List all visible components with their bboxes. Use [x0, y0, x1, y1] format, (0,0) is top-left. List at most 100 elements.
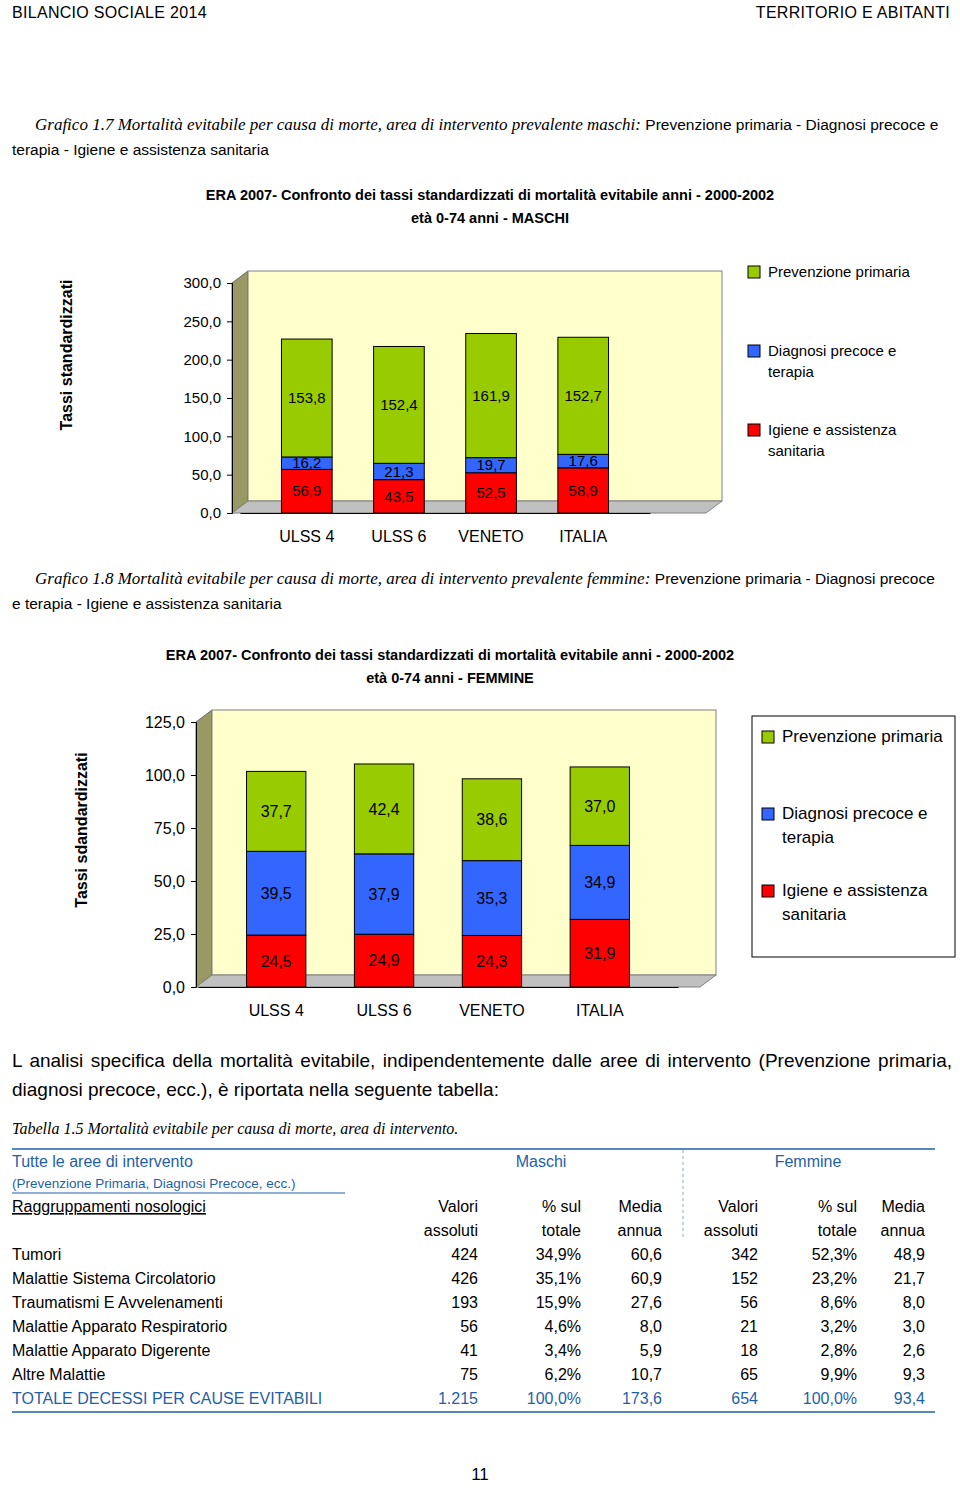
data-label: 39,5	[261, 885, 292, 902]
y-tick-mark	[191, 934, 196, 935]
x-axis: ULSS 4ULSS 6VENETOITALIA	[199, 987, 679, 1019]
y-tick-label: 50,0	[192, 466, 221, 483]
y-tick-mark	[191, 987, 196, 988]
table-total-cell: 93,4	[894, 1390, 925, 1407]
data-label: 37,9	[368, 886, 399, 903]
x-tick: ITALIA	[559, 513, 607, 545]
plot-wall	[232, 271, 248, 513]
table-cell: 60,9	[631, 1270, 662, 1287]
bar-segment	[570, 919, 629, 987]
chart-title: ERA 2007- Confronto dei tassi standardiz…	[166, 647, 734, 663]
bar-segment	[374, 346, 425, 463]
table-cell: Malattie Sistema Circolatorio	[12, 1270, 216, 1287]
table-cell: 23,2%	[812, 1270, 857, 1287]
data-label: 37,7	[261, 803, 292, 820]
y-tick: 50,0	[192, 466, 232, 483]
data-label: 152,4	[380, 396, 418, 413]
table-cell: Altre Malattie	[12, 1366, 105, 1383]
x-tick-label: ULSS 6	[371, 528, 426, 545]
y-axis-line	[191, 723, 197, 988]
table-cell: 3,0	[903, 1318, 925, 1335]
header-left: BILANCIO SOCIALE 2014	[12, 4, 207, 22]
data-label: 21,3	[384, 463, 413, 480]
table-cell: 9,3	[903, 1366, 925, 1383]
x-axis-line	[199, 987, 679, 988]
table-cell: 3,2%	[821, 1318, 857, 1335]
table-cell: 75	[460, 1366, 478, 1383]
header-right: TERRITORIO E ABITANTI	[756, 4, 950, 22]
y-tick-mark	[227, 475, 232, 476]
table-separator	[683, 1150, 684, 1240]
data-label: 16,2	[292, 454, 321, 471]
y-tick: 100,0	[145, 767, 196, 784]
group-header: Tutte le aree di intervento	[12, 1153, 193, 1170]
data-labels: 56,916,2153,843,521,3152,452,519,7161,95…	[288, 387, 602, 505]
caption-label: Grafico 1.7 Mortalità evitabile per caus…	[35, 115, 641, 134]
x-tick: VENETO	[458, 513, 523, 545]
table-total-cell: TOTALE DECESSI PER CAUSE EVITABILI	[12, 1390, 322, 1407]
table-cell: 15,9%	[536, 1294, 581, 1311]
page: ERA 2007- Confronto dei tassi standardiz…	[0, 0, 960, 1488]
bar-segment	[354, 854, 413, 934]
y-tick-mark	[227, 513, 232, 514]
y-tick-label: 200,0	[183, 351, 221, 368]
x-tick: ITALIA	[576, 987, 624, 1019]
x-tick-label: VENETO	[458, 528, 523, 545]
y-axis-title: Tassi sdandardizzati	[73, 752, 90, 907]
table-cell: Malattie Apparato Digerente	[12, 1342, 210, 1359]
bar-segment	[354, 934, 413, 987]
table-cell: 48,9	[894, 1246, 925, 1263]
data-label: 42,4	[368, 801, 399, 818]
bar-segment	[570, 845, 629, 919]
table-cell: 35,1%	[536, 1270, 581, 1287]
data-label: 58,9	[569, 482, 598, 499]
y-axis: 0,025,050,075,0100,0125,0	[145, 714, 197, 996]
column-header: Valoriassoluti	[704, 1198, 758, 1239]
data-label: 35,3	[476, 890, 507, 907]
table-cell: 21	[740, 1318, 758, 1335]
y-tick-mark	[227, 398, 232, 399]
y-tick: 125,0	[145, 714, 196, 731]
x-tick-label: ITALIA	[576, 1002, 624, 1019]
page-number: 11	[471, 1465, 489, 1484]
table-cell: 4,6%	[545, 1318, 581, 1335]
table-total-cell: 1.215	[438, 1390, 478, 1407]
bar-segment	[558, 468, 609, 513]
y-tick: 150,0	[183, 389, 232, 406]
table-cell: 3,4%	[545, 1342, 581, 1359]
data-label: 43,5	[384, 488, 413, 505]
data-label: 24,3	[476, 953, 507, 970]
plot-area	[212, 710, 716, 975]
bar-segment	[462, 779, 521, 861]
y-tick: 0,0	[200, 504, 232, 521]
x-tick: ULSS 6	[356, 987, 411, 1019]
table-caption: Tabella 1.5 Mortalità evitabile per caus…	[12, 1120, 458, 1138]
y-tick: 100,0	[183, 428, 232, 445]
group-note: (Prevenzione Primaria, Diagnosi Precoce,…	[12, 1176, 296, 1191]
data-label: 152,7	[564, 387, 602, 404]
plot-area	[248, 271, 722, 501]
table-rule	[12, 1411, 935, 1413]
data-label: 24,9	[368, 952, 399, 969]
table-cell: 342	[731, 1246, 758, 1263]
bar-segment	[462, 935, 521, 987]
data-label: 17,6	[569, 452, 598, 469]
table-total-cell: 100,0%	[527, 1390, 581, 1407]
y-tick: 200,0	[183, 351, 232, 368]
chart-title: ERA 2007- Confronto dei tassi standardiz…	[206, 187, 774, 203]
table-rule	[12, 1148, 935, 1150]
legend-swatch	[748, 424, 760, 436]
y-axis-line	[227, 284, 233, 514]
data-label: 52,5	[476, 484, 505, 501]
table-cell: 426	[451, 1270, 478, 1287]
legend: Prevenzione primariaDiagnosi precoce ete…	[748, 263, 910, 459]
table-cell: Malattie Apparato Respiratorio	[12, 1318, 227, 1335]
y-tick: 25,0	[154, 926, 196, 943]
x-tick: ULSS 4	[279, 513, 334, 545]
bar-segment	[466, 473, 517, 513]
y-tick: 0,0	[163, 979, 196, 996]
table-cell: 41	[460, 1342, 478, 1359]
data-labels: 24,539,537,724,937,942,424,335,338,631,9…	[261, 798, 616, 970]
bar-segment	[558, 337, 609, 454]
table-cell: Tumori	[12, 1246, 61, 1263]
